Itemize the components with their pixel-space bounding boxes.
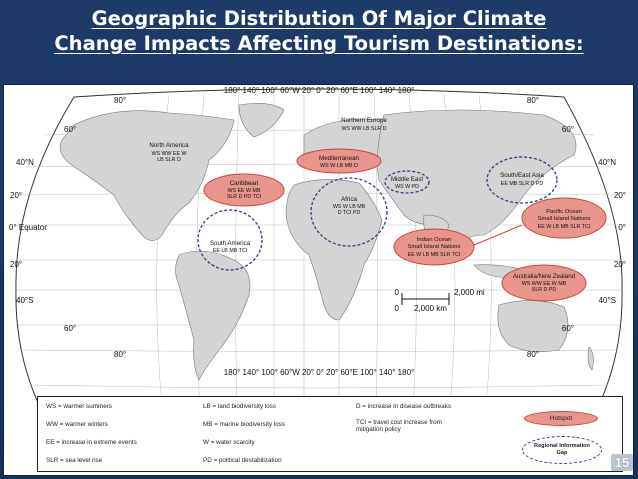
lat-left-4: 0° Equator xyxy=(9,223,47,232)
region-south-east-asia-name: South/East Asia xyxy=(500,172,544,179)
scale-bar: 0 2,000 mi 0 2,000 km xyxy=(395,288,485,313)
legend: WS = warmer summers WW = warmer winters … xyxy=(37,396,623,472)
region-south-america-name: South America xyxy=(210,240,251,247)
gap-south-america xyxy=(197,209,263,271)
region-africa-codes: WS W LB MB D TCI PD xyxy=(333,204,366,216)
lat-left-3: 20° xyxy=(10,191,22,200)
lat-right-7: 60° xyxy=(562,324,574,333)
region-northern-europe-codes: WS WW LB SLR D xyxy=(341,126,386,132)
lat-left-1: 60° xyxy=(64,125,76,134)
legend-lb: LB = land biodiversity loss xyxy=(203,403,276,410)
right-latitude-labels: 80° 60° 40°N 20° 0° 20° 40°S 60° 80° xyxy=(527,96,626,359)
legend-w: W = water scarcity xyxy=(203,439,255,446)
slide-title-line1: Geographic Distribution Of Major Climate xyxy=(91,7,547,30)
hotspot-mediterranean xyxy=(296,148,382,174)
lat-left-7: 60° xyxy=(64,324,76,333)
south-america-shape xyxy=(175,250,251,381)
map-panel: North America WS WW EE W LB SLR D Norther… xyxy=(3,84,634,476)
scale-km-zero: 0 xyxy=(395,304,400,313)
legend-information-gap: Regional Information Gap xyxy=(522,436,602,464)
lat-right-4: 0° xyxy=(618,223,626,232)
legend-information-gap-label: Regional Information Gap xyxy=(534,443,590,456)
gap-middle-east xyxy=(384,170,430,194)
scale-miles: 2,000 mi xyxy=(454,288,485,297)
slide-title: Geographic Distribution Of Major Climate… xyxy=(0,6,638,56)
lat-left-5: 20° xyxy=(10,260,22,269)
region-caribbean-codes: WS EE W MB SLR D PD TCI xyxy=(227,188,261,200)
region-africa-name: Africa xyxy=(341,196,357,203)
lat-right-2: 40°N xyxy=(598,158,616,167)
lat-right-3: 20° xyxy=(614,191,626,200)
legend-ee: EE = increase in extreme events xyxy=(46,439,137,446)
new-zealand-shape xyxy=(587,346,594,371)
slide-number: 15 xyxy=(611,454,633,471)
region-middle-east-name: Middle East xyxy=(391,176,424,183)
region-mediterranean-codes: WS W LB MB D xyxy=(320,163,358,169)
region-north-america-codes: WS WW EE W LB SLR D xyxy=(151,151,186,163)
region-south-east-asia-codes: EE MB SLR D PD xyxy=(501,181,544,187)
lat-right-8: 80° xyxy=(527,350,539,359)
legend-pd: PD = political destabilization xyxy=(203,457,282,464)
hotspot-indian-ocean xyxy=(393,228,475,266)
lat-right-5: 20° xyxy=(614,260,626,269)
region-caribbean-name: Caribbean xyxy=(230,180,259,187)
bottom-longitude-labels: 180° 140° 100° 60°W 20° 0° 20° 60°E 100°… xyxy=(224,368,414,377)
legend-hotspot: Hotspot xyxy=(524,411,598,426)
region-pacific-islands-name: Pacific Ocean Small Island Nations xyxy=(538,209,591,222)
pacific-pointer-line xyxy=(473,224,523,246)
legend-tci: TCI = travel cost increase from mitigati… xyxy=(356,419,442,433)
scale-km: 2,000 km xyxy=(414,304,447,313)
legend-ww: WW = warmer winters xyxy=(46,421,108,428)
north-america-shape xyxy=(59,110,235,241)
lat-right-1: 60° xyxy=(562,125,574,134)
australia-shape xyxy=(497,300,569,352)
hotspot-pacific-islands xyxy=(521,197,607,239)
slide-title-line2: Change Impacts Affecting Tourism Destina… xyxy=(54,32,584,55)
legend-ws: WS = warmer summers xyxy=(46,403,112,410)
region-pacific-islands-codes: EE W LB MB SLR TCI xyxy=(538,224,591,230)
region-labels: North America WS WW EE W LB SLR D Norther… xyxy=(149,117,590,293)
left-latitude-labels: 80° 60° 40°N 20° 0° Equator 20° 40°S 60°… xyxy=(9,96,126,359)
region-south-america-codes: EE LB MB TCI xyxy=(213,248,247,254)
africa-shape xyxy=(285,179,383,321)
lat-left-8: 80° xyxy=(114,350,126,359)
lat-left-2: 40°N xyxy=(16,158,34,167)
legend-d: D = increase in disease outbreaks xyxy=(356,403,452,410)
hotspot-australia xyxy=(501,264,587,302)
region-mediterranean-name: Mediterranean xyxy=(319,155,359,162)
region-australia-codes: WS WW EE W MB SLR D PD xyxy=(522,281,567,293)
lat-left-6: 40°S xyxy=(16,296,33,305)
scale-miles-zero: 0 xyxy=(395,288,400,297)
lat-right-0: 80° xyxy=(527,96,539,105)
legend-mb: MB = marine biodiversity loss xyxy=(203,421,286,428)
region-northern-europe-name: Northern Europe xyxy=(341,117,387,124)
region-middle-east-codes: WS W PD xyxy=(395,184,419,190)
legend-slr: SLR = sea level rise xyxy=(46,457,103,464)
hotspot-caribbean xyxy=(203,173,285,207)
information-gaps xyxy=(197,156,558,271)
region-indian-ocean-codes: EE W LB MB SLR TCI xyxy=(408,252,461,258)
greenland-shape xyxy=(238,103,285,138)
region-indian-ocean-name: Indian Ocean Small Island Nations xyxy=(408,237,461,250)
lat-right-6: 40°S xyxy=(599,296,616,305)
gap-africa xyxy=(310,177,388,247)
region-australia-name: Australia/New Zealand xyxy=(513,273,576,280)
lat-left-0: 80° xyxy=(114,96,126,105)
top-longitude-labels: 180° 140° 100° 60°W 20° 0° 20° 60°E 100°… xyxy=(224,86,414,95)
region-north-america-name: North America xyxy=(149,142,189,149)
gap-south-east-asia xyxy=(486,156,558,204)
hotspots xyxy=(203,148,607,302)
